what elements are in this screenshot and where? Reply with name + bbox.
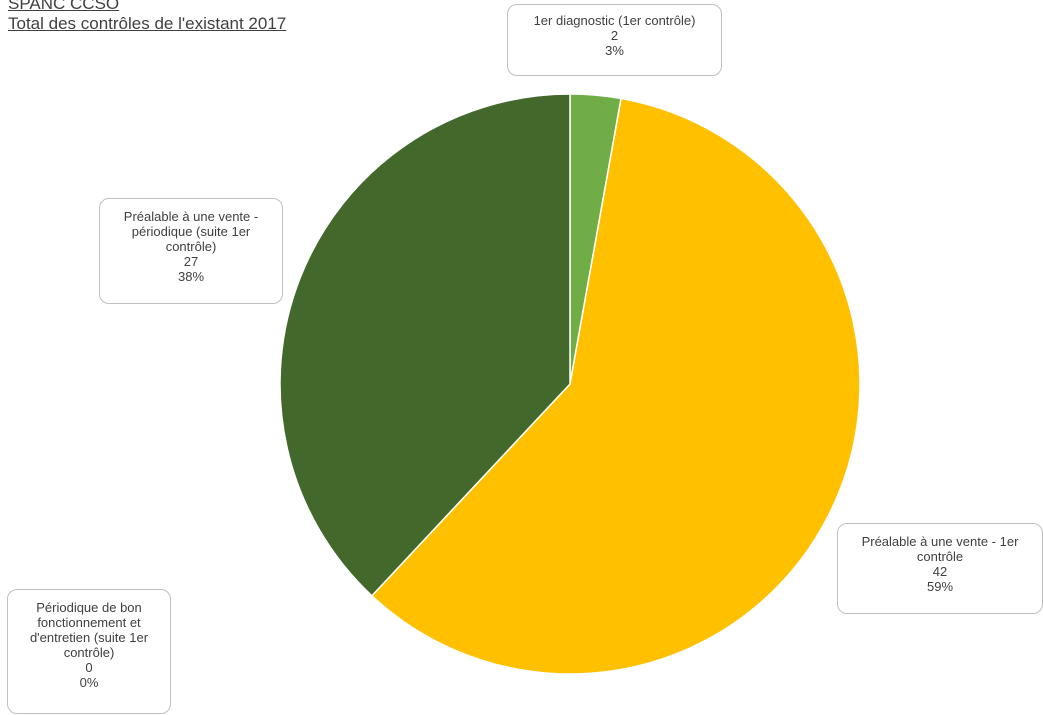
pie-slice-3 xyxy=(279,93,571,597)
data-label-periodique-bon-fonctionnement: Périodique de bon fonctionnement et d'en… xyxy=(7,589,171,714)
chart-header: SPANC CCSO Total des contrôles de l'exis… xyxy=(8,0,286,34)
chart-title: Total des contrôles de l'existant 2017 xyxy=(8,14,287,33)
data-label-category: d'entretien (suite 1er xyxy=(29,630,149,645)
data-label-percent: 38% xyxy=(177,269,205,284)
data-label-category: Préalable à une vente - 1er xyxy=(861,534,1019,549)
data-label-category: contrôle) xyxy=(63,645,115,660)
data-label-1er-diagnostic: 1er diagnostic (1er contrôle) 2 3% xyxy=(507,4,722,76)
data-label-vente-periodique: Préalable à une vente - périodique (suit… xyxy=(99,198,283,304)
data-label-category: 1er diagnostic (1er contrôle) xyxy=(533,13,696,28)
data-label-category: contrôle xyxy=(916,549,964,564)
data-label-category: fonctionnement et xyxy=(37,615,141,630)
data-label-category: Périodique de bon xyxy=(36,600,142,615)
data-label-percent: 3% xyxy=(605,43,624,58)
data-label-percent: 0% xyxy=(79,675,99,690)
data-label-value: 2 xyxy=(610,28,619,43)
data-label-category: Préalable à une vente - xyxy=(123,209,259,224)
pie-slice-1 xyxy=(370,97,861,675)
data-label-value: 0 xyxy=(85,660,93,675)
chart-supertitle: SPANC CCSO xyxy=(8,0,120,13)
data-label-value: 27 xyxy=(183,254,199,269)
data-label-percent: 59% xyxy=(926,579,954,594)
data-label-vente-1er-controle: Préalable à une vente - 1er contrôle 42 … xyxy=(837,523,1043,614)
pie-slices xyxy=(279,93,861,675)
data-label-value: 42 xyxy=(932,564,948,579)
data-label-category: périodique (suite 1er xyxy=(131,224,251,239)
data-label-category: contrôle) xyxy=(165,239,217,254)
